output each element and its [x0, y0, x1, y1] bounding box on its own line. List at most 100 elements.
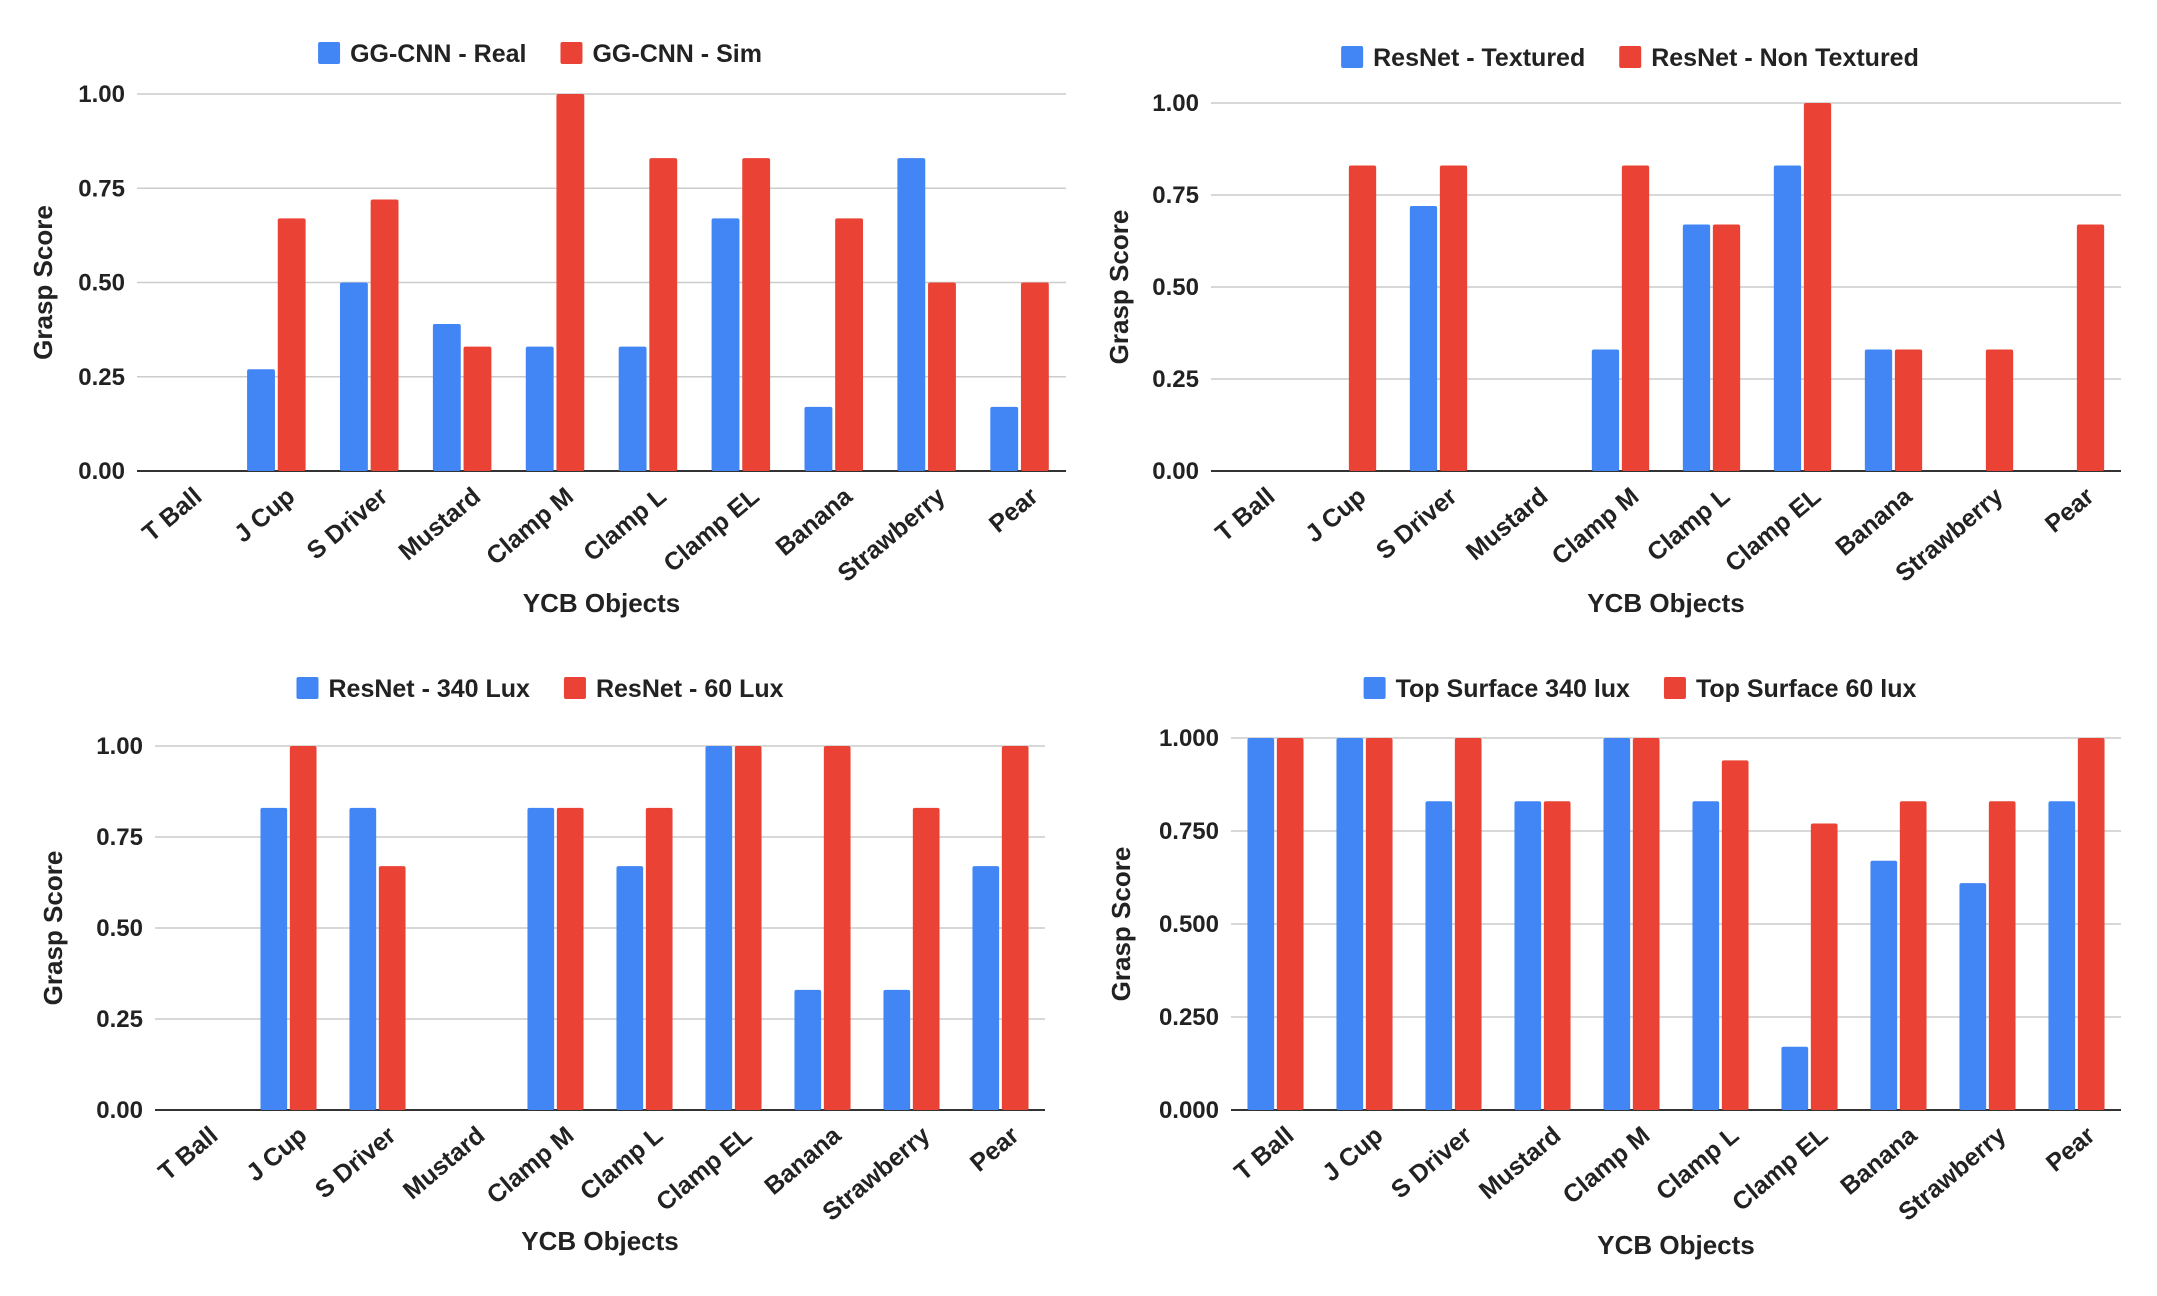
x-tick-label: J Cup [1317, 1121, 1388, 1187]
bar [711, 218, 740, 471]
legend-item: ResNet - Non Textured [1619, 44, 1919, 72]
legend-label: ResNet - Textured [1373, 44, 1585, 72]
y-axis-title: Grasp Score [28, 205, 58, 360]
bar [2076, 224, 2105, 471]
bar [804, 406, 833, 471]
bar [525, 346, 554, 471]
x-tick-label: J Cup [241, 1121, 312, 1187]
y-tick-label: 0.00 [1152, 458, 1199, 485]
bar [1425, 801, 1453, 1110]
bar [990, 406, 1019, 471]
chart-panel-2: 0.00 0.25 0.50 0.75 1.00 T Ball J Cup S DriverM… [1104, 44, 2121, 618]
bar [1985, 349, 2014, 471]
bar [260, 807, 288, 1110]
bar [1001, 746, 1029, 1110]
legend-label: ResNet - 60 Lux [596, 675, 784, 703]
bar [1721, 760, 1749, 1110]
x-tick-label: Clamp L [578, 482, 672, 567]
chart-panel-1: 0.00 0.25 0.50 0.75 1.00 T Ball J Cup S Driver M… [28, 40, 1066, 618]
y-tick-label: 1.000 [1159, 725, 1219, 752]
y-tick-label: 0.25 [1152, 366, 1199, 393]
legend-item: ResNet - 60 Lux [563, 675, 784, 703]
legend: Top Surface 340 lux Top Surface 60 lux [1363, 675, 1916, 703]
bar [1988, 801, 2016, 1110]
bar [432, 323, 461, 471]
x-tick-label: Pear [2041, 1121, 2101, 1177]
bar [1632, 738, 1660, 1110]
bar [1439, 165, 1468, 471]
x-tick-label: Clamp EL [651, 1121, 757, 1217]
x-tick-label: S Driver [302, 482, 394, 565]
bar [1409, 206, 1438, 472]
bar [705, 746, 733, 1110]
bar [618, 346, 647, 471]
bar [1773, 165, 1802, 471]
y-axis-title: Grasp Score [1106, 847, 1136, 1002]
y-tick-label: 0.00 [78, 458, 125, 485]
x-axis-title: YCB Objects [521, 1226, 679, 1256]
legend-swatch [1663, 677, 1686, 699]
legend-label: GG-CNN - Sim [592, 40, 761, 68]
legend-swatch [563, 677, 586, 699]
bar [1454, 738, 1482, 1110]
bar [649, 158, 678, 471]
legend-swatch [296, 677, 319, 699]
x-axis-title: YCB Objects [1587, 588, 1745, 618]
bar [339, 282, 368, 471]
y-tick-label: 1.00 [78, 81, 125, 108]
x-tick-label: T Ball [1210, 482, 1280, 547]
x-tick-label: Mustard [1474, 1121, 1566, 1205]
bar [2077, 738, 2105, 1110]
bar [349, 807, 377, 1110]
y-tick-label: 0.00 [96, 1097, 143, 1124]
legend-label: ResNet - Non Textured [1651, 44, 1919, 72]
bar [1803, 103, 1832, 471]
bar [289, 746, 317, 1110]
y-tick-label: 1.00 [1152, 90, 1199, 117]
x-tick-label: Clamp M [482, 1121, 580, 1209]
bar [1276, 738, 1304, 1110]
legend: ResNet - Textured ResNet - Non Textured [1341, 44, 1919, 72]
x-tick-label: Clamp M [481, 482, 579, 570]
y-tick-label: 0.250 [1159, 1004, 1219, 1031]
bar [527, 807, 555, 1110]
x-tick-label: J Cup [1300, 482, 1371, 548]
x-tick-label: S Driver [310, 1121, 402, 1204]
y-tick-label: 0.50 [96, 915, 143, 942]
bar [1348, 165, 1377, 471]
x-axis-title: YCB Objects [523, 588, 681, 618]
bar [972, 866, 1000, 1110]
legend-item: Top Surface 60 lux [1663, 675, 1916, 703]
legend-item: GG-CNN - Real [318, 40, 526, 68]
x-tick-label: J Cup [229, 482, 300, 548]
legend-swatch [1619, 46, 1642, 68]
y-tick-label: 0.50 [78, 270, 125, 297]
x-tick-label: Clamp EL [1720, 482, 1826, 578]
bar [912, 807, 940, 1110]
bar [1336, 738, 1364, 1110]
x-tick-label: Clamp M [1558, 1121, 1656, 1209]
x-tick-label: Banana [1830, 481, 1918, 561]
bar [1864, 349, 1893, 471]
bar [794, 989, 822, 1110]
legend-swatch [1363, 677, 1386, 699]
y-tick-label: 0.25 [96, 1006, 143, 1033]
bar [1020, 282, 1049, 471]
bar [1514, 801, 1542, 1110]
bar [734, 746, 762, 1110]
bar [1692, 801, 1720, 1110]
legend-swatch [318, 42, 341, 64]
bar [2048, 801, 2076, 1110]
bar [883, 989, 911, 1110]
legend-item: Top Surface 340 lux [1363, 675, 1630, 703]
bar [1781, 1046, 1809, 1110]
bar [556, 807, 584, 1110]
bar [277, 218, 306, 471]
x-tick-label: Clamp EL [658, 482, 764, 578]
x-tick-label: Banana [759, 1120, 847, 1200]
y-tick-label: 0.50 [1152, 274, 1199, 301]
legend-label: GG-CNN - Real [350, 40, 526, 68]
legend: GG-CNN - Real GG-CNN - Sim [318, 40, 762, 68]
bar [1621, 165, 1650, 471]
